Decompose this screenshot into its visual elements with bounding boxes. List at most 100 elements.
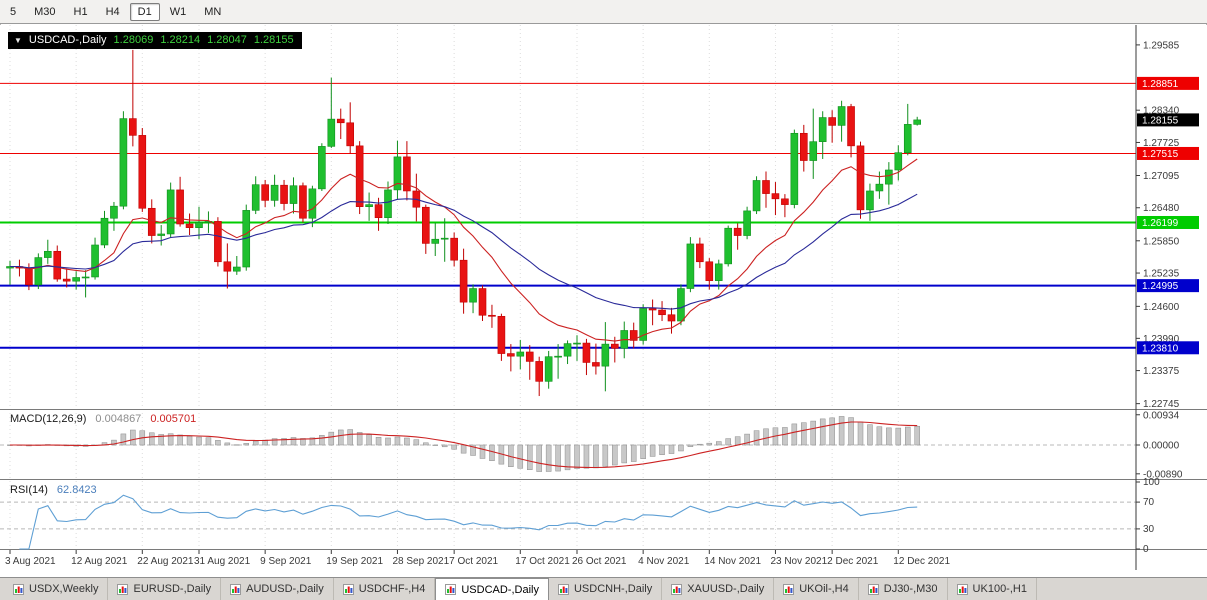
macd-hist-bar: [375, 437, 382, 446]
macd-hist-bar: [838, 416, 845, 446]
timeframe-button-5[interactable]: 5: [10, 5, 17, 18]
macd-hist-bar: [555, 444, 561, 472]
svg-text:1.28851: 1.28851: [1142, 79, 1179, 90]
macd-hist-bar: [328, 431, 335, 446]
svg-text:1.23375: 1.23375: [1143, 366, 1180, 377]
macd-hist-bar: [517, 444, 524, 469]
candle: [270, 184, 279, 201]
candle: [516, 351, 525, 357]
macd-hist-bar: [489, 444, 495, 461]
candle: [299, 185, 307, 219]
chart-tab-usdx-weekly[interactable]: USDX,Weekly: [4, 578, 109, 600]
timeframe-button-m30[interactable]: M30: [34, 5, 56, 18]
price-chart[interactable]: 1.29585 1.28340 1.27725 1.27095 1.26480 1.258…: [0, 25, 1207, 578]
candle: [648, 308, 657, 311]
candle: [138, 135, 147, 209]
candle: [752, 180, 761, 212]
svg-text:14 Nov 2021: 14 Nov 2021: [704, 556, 761, 567]
chart-tab-usdcad-daily[interactable]: USDCAD-,Daily: [435, 578, 549, 600]
macd-hist-bar: [423, 442, 429, 446]
candle: [403, 156, 411, 192]
timeframe-button-w1[interactable]: W1: [169, 5, 187, 18]
candle: [818, 117, 827, 142]
svg-text:17 Oct 2021: 17 Oct 2021: [515, 556, 570, 567]
chart-icon: [557, 583, 569, 595]
timeframe-button-h1[interactable]: H1: [73, 5, 88, 18]
price-badge: 1.27515: [1137, 146, 1199, 160]
macd-hist-bar: [167, 433, 174, 446]
candle: [497, 316, 506, 354]
macd-hist-bar: [385, 437, 391, 446]
symbol-ohlc-box[interactable]: ▼ USDCAD-,Daily 1.28069 1.28214 1.28047 …: [8, 32, 302, 49]
candle: [667, 314, 676, 322]
macd-hist-bar: [441, 444, 448, 448]
chart-tab-usdchf-h4[interactable]: USDCHF-,H4: [334, 578, 436, 600]
svg-text:12 Dec 2021: 12 Dec 2021: [893, 556, 950, 567]
candle: [724, 227, 733, 265]
chart-tab-audusd-daily[interactable]: AUDUSD-,Daily: [221, 578, 334, 600]
macd-label: MACD(12,26,9): [10, 413, 87, 425]
macd-hist-bar: [716, 441, 722, 446]
chart-tab-usdcnh-daily[interactable]: USDCNH-,Daily: [549, 578, 663, 600]
chart-icon: [342, 583, 354, 595]
macd-hist-bar: [215, 440, 221, 446]
macd-hist-bar: [630, 444, 637, 462]
candle: [185, 223, 194, 228]
chart-tab-dj30-m30[interactable]: DJ30-,M30: [859, 578, 948, 600]
macd-signal-line: [10, 421, 918, 469]
candle: [885, 169, 893, 185]
macd-hist-bar: [527, 444, 533, 470]
macd-hist-bar: [744, 433, 750, 446]
svg-text:9 Sep 2021: 9 Sep 2021: [260, 556, 312, 567]
macd-hist-bar: [432, 444, 438, 446]
macd-hist-bar: [857, 421, 864, 446]
macd-hist-bar: [876, 426, 883, 446]
macd-hist-bar: [290, 437, 297, 446]
candle: [743, 210, 751, 236]
candle: [677, 288, 685, 322]
candle: [214, 221, 222, 263]
timeframe-button-d1[interactable]: D1: [129, 2, 160, 21]
price-badge: 1.26199: [1137, 215, 1199, 229]
candle: [781, 198, 789, 205]
macd-hist-bar: [451, 444, 457, 450]
tab-label: USDCNH-,Daily: [573, 583, 653, 595]
timeframe-button-mn[interactable]: MN: [204, 5, 222, 18]
candle: [478, 288, 487, 316]
chart-tab-uk100-h1[interactable]: UK100-,H1: [948, 578, 1037, 600]
macd-signal-value: 0.005701: [150, 413, 197, 425]
chart-tab-eurusd-daily[interactable]: EURUSD-,Daily: [108, 578, 222, 600]
candle: [119, 118, 128, 207]
macd-hist-bar: [177, 434, 183, 446]
svg-text:31 Aug 2021: 31 Aug 2021: [194, 556, 251, 567]
macd-hist-bar: [564, 444, 571, 471]
svg-text:12 Aug 2021: 12 Aug 2021: [71, 556, 128, 567]
price-badge: 1.28155: [1137, 113, 1199, 127]
chart-icon: [956, 583, 968, 595]
timeframe-button-h4[interactable]: H4: [105, 5, 120, 18]
macd-hist-bar: [130, 429, 136, 446]
tab-label: USDCAD-,Daily: [461, 583, 539, 596]
chart-tab-ukoil-h4[interactable]: UKOil-,H4: [774, 578, 859, 600]
tab-label: USDCHF-,H4: [358, 583, 426, 595]
svg-text:0.00000: 0.00000: [1143, 441, 1180, 452]
chart-tab-xauusd-daily[interactable]: XAUUSD-,Daily: [662, 578, 775, 600]
svg-text:1.27095: 1.27095: [1143, 171, 1180, 182]
macd-hist-bar: [536, 444, 542, 472]
svg-text:-0.00890: -0.00890: [1143, 469, 1183, 480]
svg-text:30: 30: [1143, 524, 1155, 535]
svg-text:2 Dec 2021: 2 Dec 2021: [827, 556, 879, 567]
low-value: 1.28047: [207, 34, 247, 46]
candle: [544, 356, 553, 382]
macd-hist-bar: [801, 422, 807, 446]
candle: [110, 205, 118, 219]
candles: [6, 49, 922, 397]
macd-hist-bar: [687, 444, 694, 447]
macd-hist-bar: [848, 417, 854, 446]
candle: [686, 243, 695, 289]
tab-label: USDX,Weekly: [29, 583, 99, 595]
candle: [573, 342, 581, 345]
candle: [610, 343, 619, 349]
candle: [204, 221, 213, 223]
price-badge: 1.23810: [1137, 341, 1199, 355]
